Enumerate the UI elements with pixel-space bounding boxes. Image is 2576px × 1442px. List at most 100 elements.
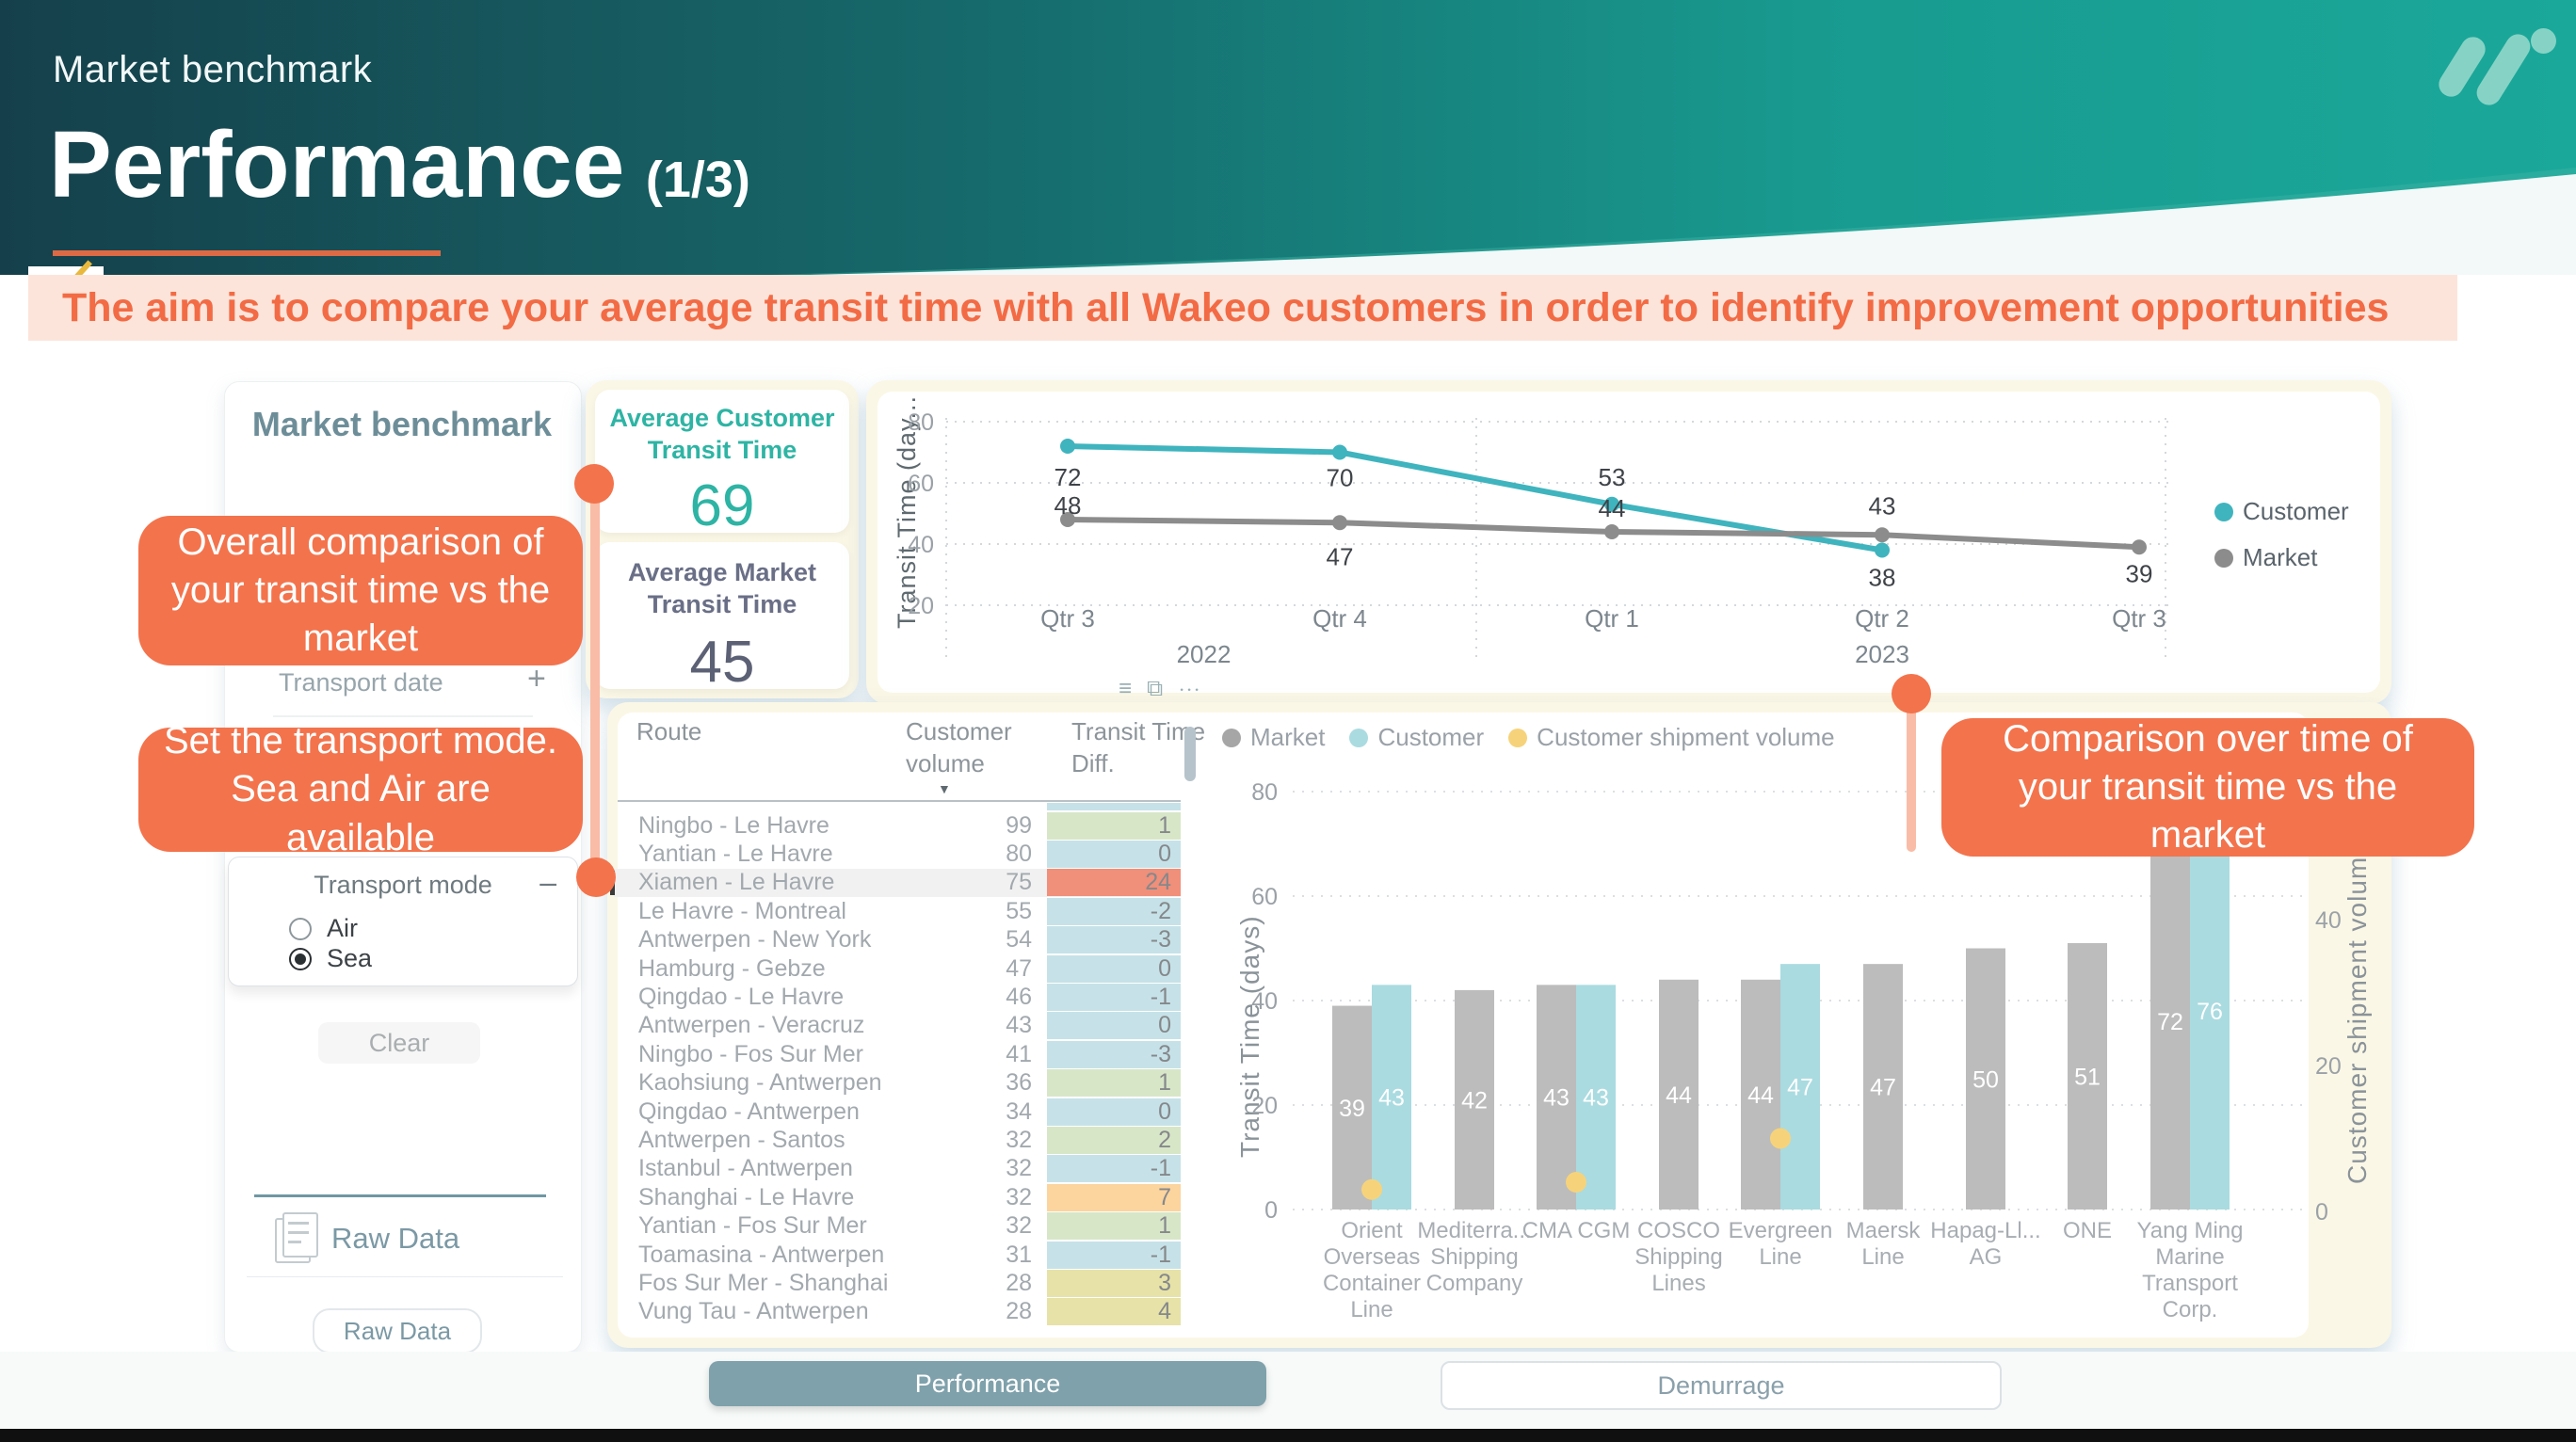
market-point xyxy=(1875,527,1890,543)
customer-point xyxy=(1332,444,1347,460)
volume-cell: 34 xyxy=(1006,1098,1032,1125)
svg-text:20: 20 xyxy=(2315,1053,2342,1080)
route-cell: Antwerpen - New York xyxy=(638,926,872,953)
volume-cell: 32 xyxy=(1006,1155,1032,1182)
svg-text:53: 53 xyxy=(1599,463,1626,491)
market-bar xyxy=(1966,948,2005,1210)
svg-text:2023: 2023 xyxy=(1855,640,1909,668)
table-scrollbar[interactable] xyxy=(1184,727,1196,781)
page-title-counter: (1/3) xyxy=(645,152,750,208)
volume-cell: 54 xyxy=(1006,926,1032,953)
customer-point xyxy=(1604,496,1619,512)
table-row[interactable]: Ningbo - Le Havre 99 1 xyxy=(614,811,1181,840)
svg-text:43: 43 xyxy=(1869,491,1896,520)
table-header-divider xyxy=(618,800,1181,802)
volume-cell: 41 xyxy=(1006,1040,1032,1067)
tab-demurrage[interactable]: Demurrage xyxy=(1441,1361,2002,1410)
tab-performance[interactable]: Performance xyxy=(709,1361,1266,1406)
clear-button[interactable]: Clear xyxy=(318,1022,480,1064)
table-row[interactable]: Kaohsiung - Antwerpen 36 1 xyxy=(614,1069,1181,1098)
volume-cell: 32 xyxy=(1006,1183,1032,1210)
table-row[interactable]: Xiamen - Le Havre 75 24 xyxy=(610,868,1181,898)
volume-cell: 31 xyxy=(1006,1241,1032,1268)
svg-text:76: 76 xyxy=(2197,999,2223,1025)
table-row[interactable]: Ningbo - Fos Sur Mer 41 -3 xyxy=(614,1040,1181,1068)
carrier-bar-chart[interactable]: 0 20 40 60 80 0 20 40 39 43 OrientOverseasContaine… xyxy=(1210,706,2391,1355)
volume-cell: 36 xyxy=(1006,1069,1032,1097)
diff-cell: -1 xyxy=(1047,1241,1181,1269)
objective-text: The aim is to compare your average trans… xyxy=(62,284,2390,330)
raw-data-button[interactable]: Raw Data xyxy=(313,1308,482,1354)
svg-text:40: 40 xyxy=(1251,988,1278,1015)
radio-sea[interactable] xyxy=(289,948,312,970)
svg-text:Yang Ming: Yang Ming xyxy=(2137,1218,2244,1243)
svg-text:Shipping: Shipping xyxy=(1430,1244,1518,1270)
col-diff-line1[interactable]: Transit Time xyxy=(1071,717,1206,745)
collapse-icon[interactable]: – xyxy=(539,865,556,899)
table-row[interactable]: Vung Tau - Antwerpen 28 4 xyxy=(614,1298,1181,1326)
diff-cell: 0 xyxy=(1047,1098,1181,1126)
volume-cell: 46 xyxy=(1006,984,1032,1011)
radio-sea-label[interactable]: Sea xyxy=(327,944,373,972)
svg-text:Qtr 3: Qtr 3 xyxy=(1040,604,1095,633)
route-cell: Antwerpen - Veracruz xyxy=(638,1012,865,1039)
svg-text:COSCO: COSCO xyxy=(1637,1218,1720,1243)
table-row[interactable]: Shanghai - Le Havre 32 7 xyxy=(614,1183,1181,1211)
customer-bar xyxy=(1576,985,1616,1210)
chart-toolbar: ≡⧉⋯ xyxy=(1119,676,1216,702)
svg-text:80: 80 xyxy=(908,409,934,436)
title-underline xyxy=(53,250,441,256)
route-cell: Hamburg - Gebze xyxy=(638,954,826,982)
svg-text:50: 50 xyxy=(1972,1066,1999,1093)
table-row[interactable]: Le Havre - Montreal 55 -2 xyxy=(614,897,1181,925)
route-cell: Qingdao - Antwerpen xyxy=(638,1098,860,1125)
table-row[interactable]: Hamburg - Gebze 47 0 xyxy=(614,954,1181,983)
header-band: Market benchmark Performance (1/3) xyxy=(0,0,2576,275)
callout-timeline: Comparison over time of your transit tim… xyxy=(1941,718,2474,857)
trend-line-chart[interactable]: 80 60 40 20 Qtr 3 Qtr 4 Qtr 1 Qtr 2 Qtr 3 2022 202… xyxy=(866,380,2391,704)
filter-icon[interactable]: ≡ xyxy=(1119,676,1148,701)
svg-text:Hapag-Ll...: Hapag-Ll... xyxy=(1930,1218,2040,1243)
screen-bottom-edge xyxy=(0,1429,2576,1442)
market-point xyxy=(1604,524,1619,539)
table-row[interactable]: Antwerpen - Veracruz 43 0 xyxy=(614,1012,1181,1040)
expand-icon[interactable]: + xyxy=(527,661,546,697)
table-row[interactable]: Antwerpen - New York 54 -3 xyxy=(614,926,1181,954)
kpi-card: Average Customer Transit Time 69 Average… xyxy=(586,380,859,698)
svg-text:44: 44 xyxy=(1747,1082,1774,1109)
svg-text:38: 38 xyxy=(1869,564,1896,592)
table-row[interactable]: Qingdao - Le Havre 46 -1 xyxy=(614,983,1181,1012)
table-row[interactable]: Antwerpen - Santos 32 2 xyxy=(614,1126,1181,1154)
svg-text:60: 60 xyxy=(1251,884,1278,910)
col-volume-line2[interactable]: volume xyxy=(906,749,985,777)
kpi-customer-value: 69 xyxy=(689,473,755,538)
market-bar xyxy=(1659,979,1699,1210)
svg-text:Line: Line xyxy=(1350,1297,1393,1322)
col-volume-line1[interactable]: Customer xyxy=(906,717,1012,745)
svg-text:Company: Company xyxy=(1426,1271,1523,1296)
table-row[interactable]: Istanbul - Antwerpen 32 -1 xyxy=(614,1155,1181,1183)
volume-cell: 43 xyxy=(1006,1012,1032,1039)
table-row[interactable]: Yantian - Le Havre 80 0 xyxy=(614,840,1181,869)
table-row[interactable]: Toamasina - Antwerpen 31 -1 xyxy=(614,1241,1181,1269)
diff-cell: 1 xyxy=(1047,1212,1181,1241)
connector-line-left xyxy=(590,489,600,877)
connector-dot-timeline xyxy=(1892,674,1931,713)
more-options-icon[interactable]: ⋯ xyxy=(1178,676,1216,701)
svg-text:72: 72 xyxy=(2157,1009,2183,1035)
radio-air[interactable] xyxy=(289,918,312,940)
col-diff-line2[interactable]: Diff. xyxy=(1071,749,1115,777)
raw-data-link[interactable]: Raw Data xyxy=(331,1222,460,1255)
market-point xyxy=(1060,512,1075,527)
customer-line xyxy=(1065,443,1885,553)
volume-legend-label: Customer shipment volume xyxy=(1537,723,1835,751)
table-row[interactable]: Yantian - Fos Sur Mer 32 1 xyxy=(614,1211,1181,1241)
table-row[interactable]: Fos Sur Mer - Shanghai 28 3 xyxy=(614,1269,1181,1297)
focus-mode-icon[interactable]: ⧉ xyxy=(1147,676,1179,701)
radio-air-label[interactable]: Air xyxy=(327,914,358,942)
table-row[interactable]: Qingdao - Antwerpen 34 0 xyxy=(614,1098,1181,1126)
sort-desc-icon[interactable]: ▼ xyxy=(938,781,951,796)
svg-text:39: 39 xyxy=(2126,559,2153,587)
svg-text:Qtr 1: Qtr 1 xyxy=(1585,604,1639,633)
col-route[interactable]: Route xyxy=(636,717,702,745)
